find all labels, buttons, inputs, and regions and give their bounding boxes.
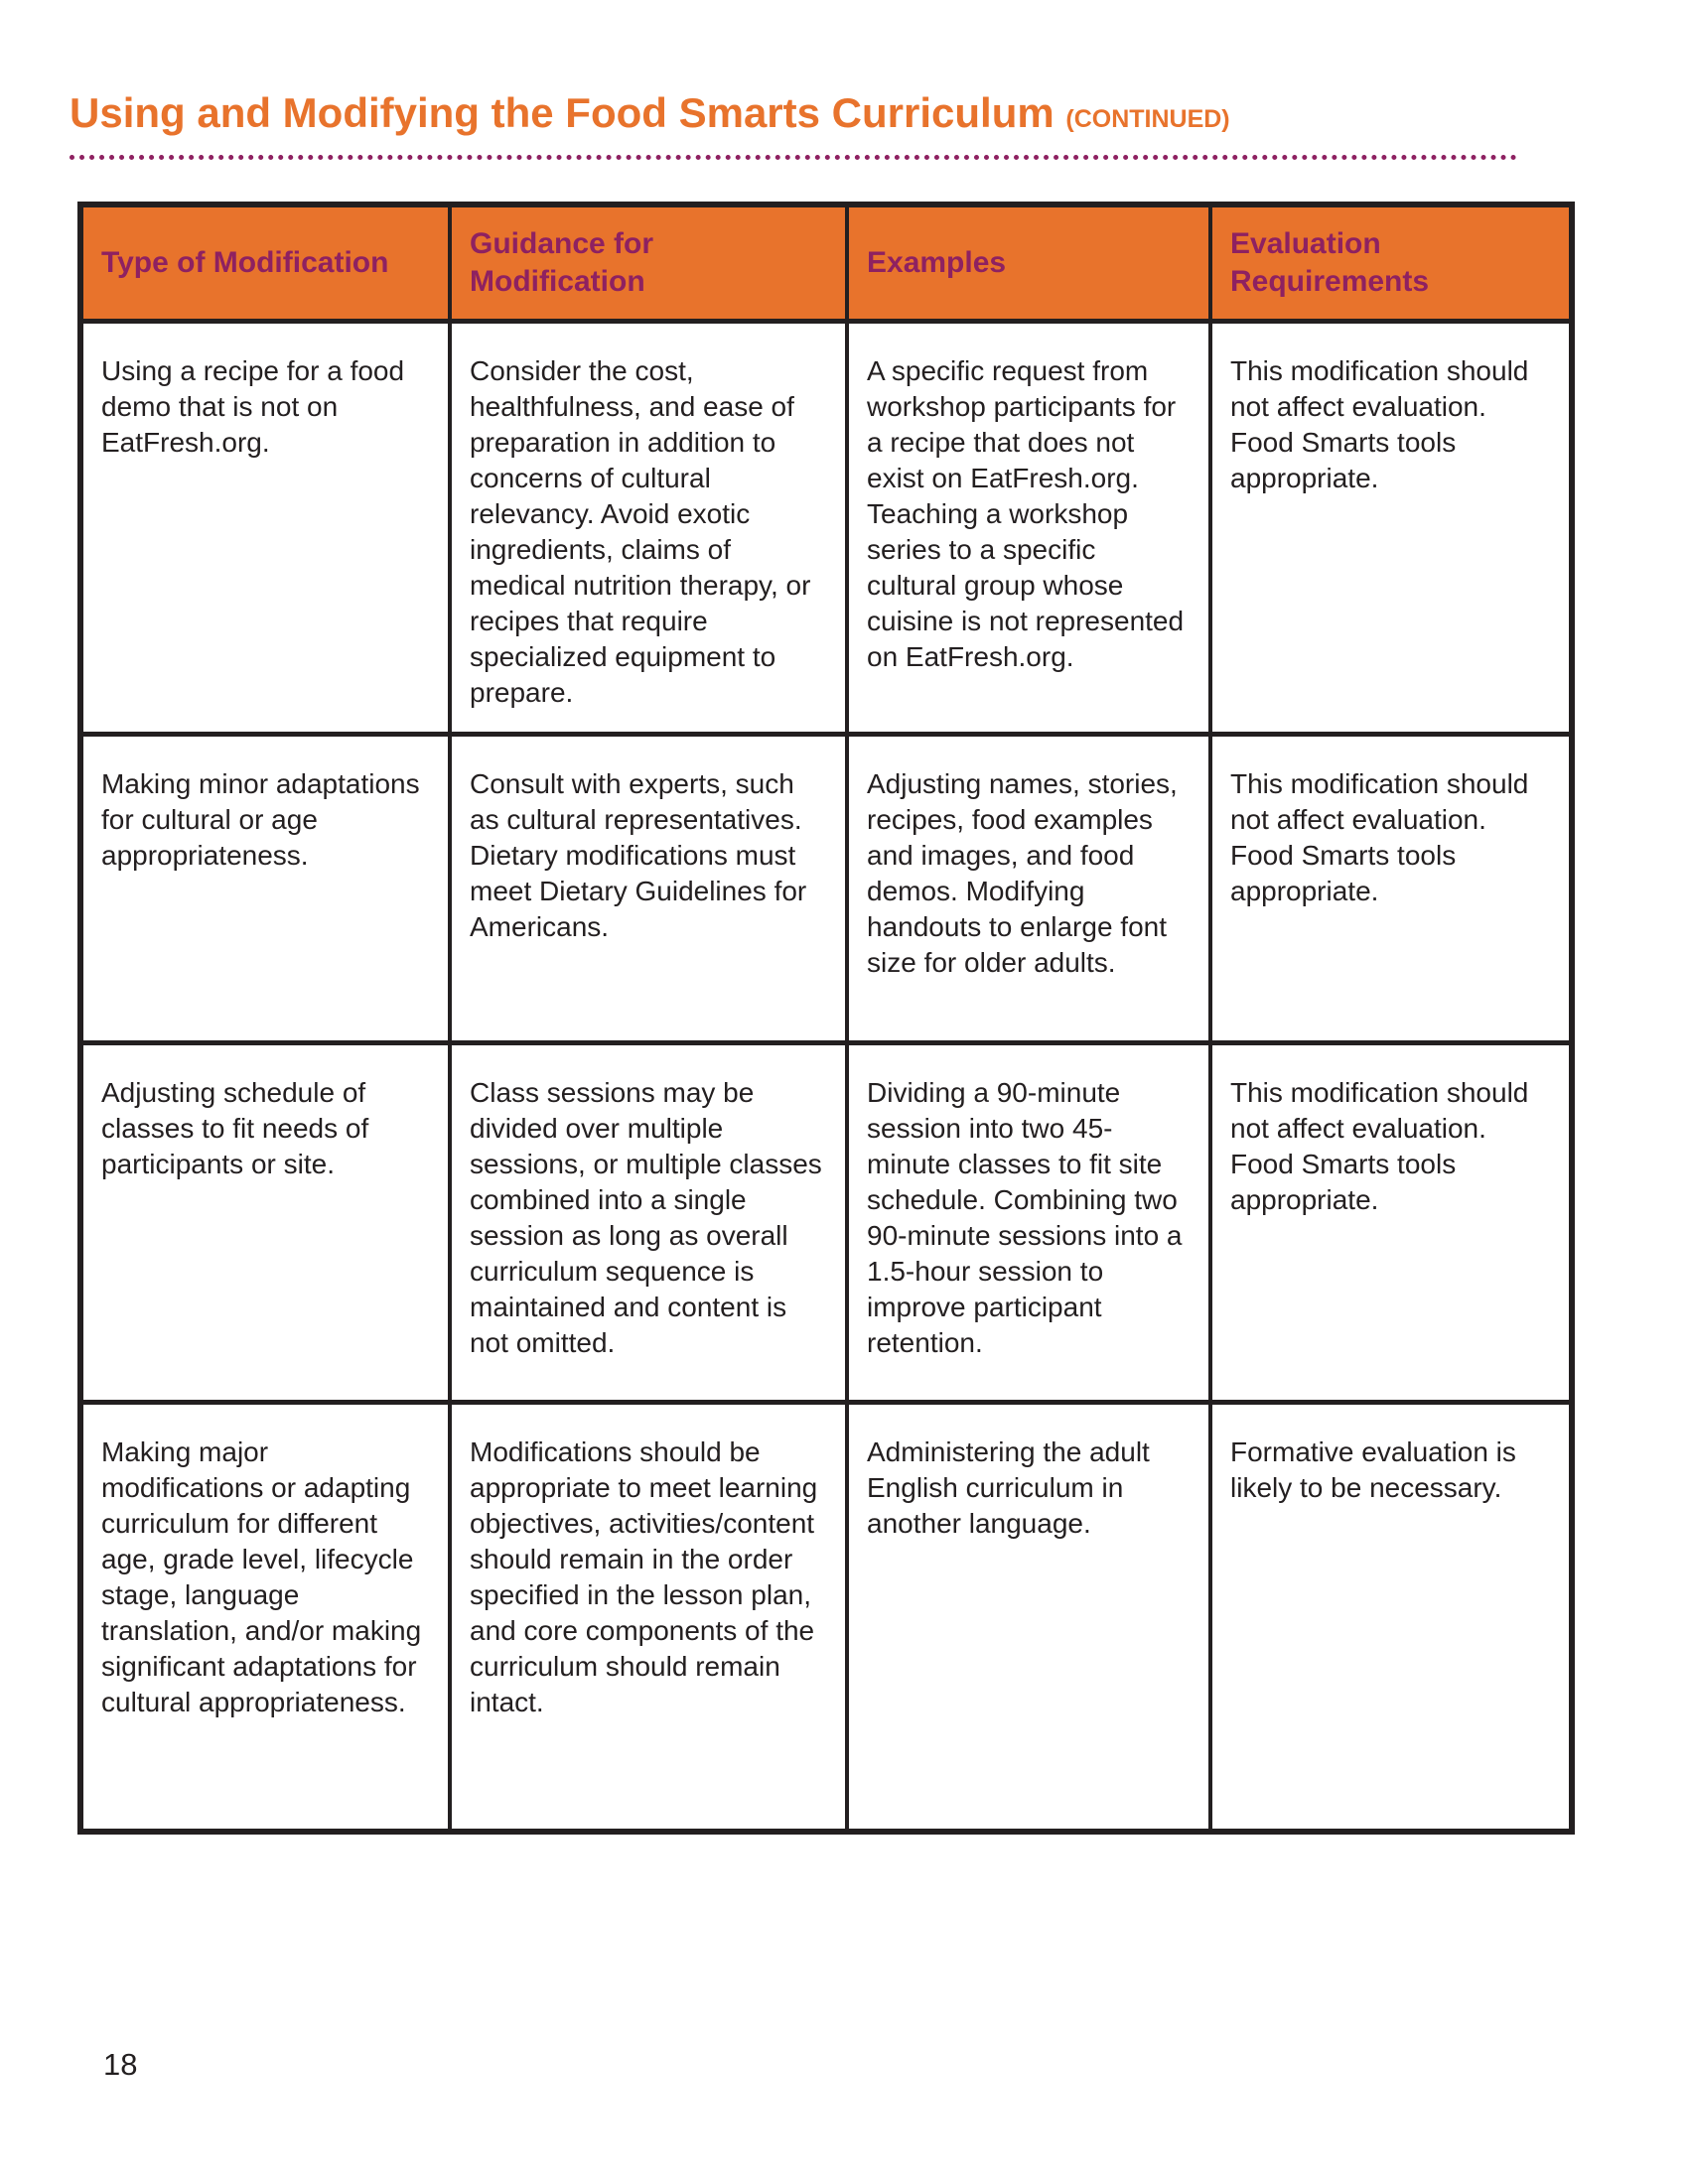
table-cell: Making major modifications or adapting c… xyxy=(78,1399,452,1835)
table-header-row: Type of Modification Guidance for Modifi… xyxy=(78,202,1574,324)
table-cell: Adjusting names, stories, recipes, food … xyxy=(845,731,1212,1045)
table-cell: Dividing a 90-minute session into two 45… xyxy=(845,1039,1212,1405)
table-row: Adjusting schedule of classes to fit nee… xyxy=(78,1039,1574,1405)
table-cell: Formative evaluation is likely to be nec… xyxy=(1208,1399,1574,1835)
table-cell: Administering the adult English curricul… xyxy=(845,1399,1212,1835)
table-row: Making minor adaptations for cultural or… xyxy=(78,731,1574,1045)
modifications-table: Type of Modification Guidance for Modifi… xyxy=(77,202,1575,1836)
table-cell: This modification should not affect eval… xyxy=(1208,318,1574,737)
table-row: Making major modifications or adapting c… xyxy=(78,1399,1574,1835)
column-header-evaluation-requirements: Evaluation Requirements xyxy=(1208,202,1574,324)
table-cell: A specific request from workshop partici… xyxy=(845,318,1212,737)
table-cell: Adjusting schedule of classes to fit nee… xyxy=(78,1039,452,1405)
table-cell: Consult with experts, such as cultural r… xyxy=(448,731,849,1045)
dotted-divider xyxy=(70,155,1517,160)
column-header-guidance-for-modification: Guidance for Modification xyxy=(448,202,849,324)
page-number: 18 xyxy=(103,2047,138,2082)
copyright-sidebar-text: © Copyright 2006-2018 Leah's Pantry Food… xyxy=(1576,2075,1604,2184)
page-title: Using and Modifying the Food Smarts Curr… xyxy=(70,89,1539,137)
column-header-type-of-modification: Type of Modification xyxy=(78,202,452,324)
table-cell: Using a recipe for a food demo that is n… xyxy=(78,318,452,737)
page-title-text: Using and Modifying the Food Smarts Curr… xyxy=(70,89,1055,137)
page-title-continued-label: (CONTINUED) xyxy=(1065,105,1230,134)
table-cell: Class sessions may be divided over multi… xyxy=(448,1039,849,1405)
table-cell: This modification should not affect eval… xyxy=(1208,731,1574,1045)
table-cell: This modification should not affect eval… xyxy=(1208,1039,1574,1405)
table-row: Using a recipe for a food demo that is n… xyxy=(78,318,1574,737)
table-cell: Consider the cost, healthfulness, and ea… xyxy=(448,318,849,737)
column-header-examples: Examples xyxy=(845,202,1212,324)
table-cell: Modifications should be appropriate to m… xyxy=(448,1399,849,1835)
table-cell: Making minor adaptations for cultural or… xyxy=(78,731,452,1045)
